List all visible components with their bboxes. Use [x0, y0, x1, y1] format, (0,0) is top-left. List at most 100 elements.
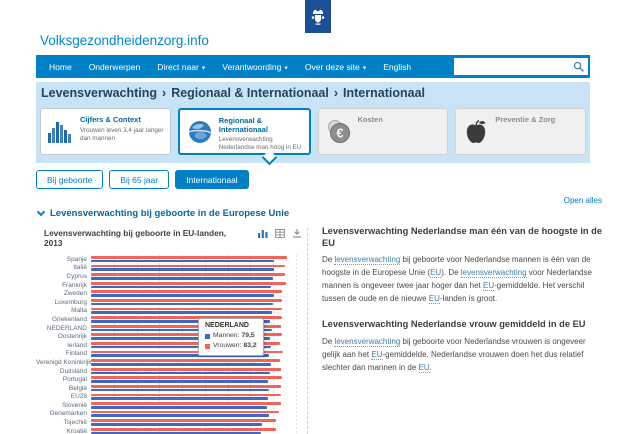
chart-bar-pair[interactable]	[91, 393, 296, 400]
chart-bar-pair[interactable]	[91, 350, 296, 358]
bar-mannen[interactable]	[91, 431, 261, 434]
chart-bar-pair[interactable]	[91, 427, 296, 434]
nav-item-over-deze-site[interactable]: Over deze site ▾	[304, 61, 367, 72]
bar-mannen[interactable]	[91, 328, 273, 332]
bar-mannen[interactable]	[91, 354, 269, 358]
glossary-link[interactable]: EU	[428, 293, 440, 304]
bar-mannen[interactable]	[91, 380, 268, 383]
nav-item-verantwoording[interactable]: Verantwoording ▾	[222, 61, 288, 72]
bar-mannen[interactable]	[91, 337, 271, 340]
bar-mannen[interactable]	[91, 319, 271, 323]
bar-mannen[interactable]	[91, 285, 271, 289]
chart-bar-pair[interactable]	[91, 376, 296, 383]
table-view-icon[interactable]	[274, 228, 285, 238]
filter-tab-bij-65-jaar[interactable]: Bij 65 jaar	[109, 170, 170, 189]
bar-vrouwen[interactable]	[91, 324, 281, 328]
article-heading: Levensverwachting Nederlandse man één va…	[322, 226, 603, 248]
nav-item-english[interactable]: English	[383, 61, 412, 72]
chart-bar-pair[interactable]	[91, 264, 296, 272]
bar-vrouwen[interactable]	[91, 273, 285, 276]
chart-bar-pair[interactable]	[91, 290, 296, 297]
filter-tab-bij-geboorte[interactable]: Bij geboorte	[36, 170, 104, 189]
bar-vrouwen[interactable]	[91, 290, 282, 294]
bar-mannen[interactable]	[91, 345, 271, 349]
chart-bar-pair[interactable]	[91, 385, 296, 392]
bar-mannen[interactable]	[91, 259, 274, 263]
bar-mannen[interactable]	[91, 302, 273, 306]
glossary-link[interactable]: EU	[430, 268, 442, 279]
bar-mannen[interactable]	[91, 294, 274, 297]
chart-bar-pair[interactable]	[91, 307, 296, 315]
chart-category-label: Spanje	[66, 255, 87, 263]
site-title[interactable]: Volksgezondheidenzorg.info	[40, 33, 209, 48]
tab-card-regionaal-internationaal[interactable]: Regionaal & Internationaal Levensverwacht…	[177, 108, 311, 155]
bar-mannen[interactable]	[91, 405, 267, 409]
chart-bar-pair[interactable]	[91, 367, 296, 375]
glossary-link[interactable]: levensverwachting	[460, 268, 527, 279]
bar-mannen[interactable]	[91, 362, 272, 366]
tab-card-cijfers-context[interactable]: Cijfers & Context Vrouwen leven 3,4 jaar …	[40, 108, 171, 155]
chart-bar-pair[interactable]	[91, 324, 296, 332]
nav-item-direct-naar[interactable]: Direct naar ▾	[157, 61, 206, 72]
bar-vrouwen[interactable]	[91, 281, 286, 285]
nav-item-onderwerpen[interactable]: Onderwerpen	[88, 61, 141, 72]
bar-mannen[interactable]	[91, 414, 270, 418]
open-alles-link[interactable]: Open alles	[563, 196, 602, 205]
bar-vrouwen[interactable]	[91, 307, 283, 311]
tooltip-rows: Mannen: 79,5 Vrouwen: 83,2	[205, 331, 257, 351]
bar-vrouwen[interactable]	[91, 385, 281, 388]
bar-vrouwen[interactable]	[91, 402, 282, 405]
bar-vrouwen[interactable]	[91, 410, 279, 414]
tab-card-preventie-zorg[interactable]: Preventie & Zorg	[455, 108, 586, 155]
glossary-link[interactable]: EU	[418, 362, 430, 373]
card-title: Kosten	[357, 115, 383, 124]
bar-vrouwen[interactable]	[91, 256, 288, 259]
chart-type-icon[interactable]	[257, 228, 268, 238]
bar-vrouwen[interactable]	[91, 316, 283, 319]
bar-vrouwen[interactable]	[91, 427, 276, 431]
bar-vrouwen[interactable]	[91, 299, 283, 302]
bar-vrouwen[interactable]	[91, 342, 281, 345]
card-text: Cijfers & Context Vrouwen leven 3,4 jaar …	[76, 112, 165, 143]
bar-vrouwen[interactable]	[91, 359, 280, 362]
bar-vrouwen[interactable]	[91, 350, 283, 354]
bar-vrouwen[interactable]	[91, 393, 281, 397]
section-header[interactable]: Levensverwachting bij geboorte in de Eur…	[36, 207, 289, 219]
filter-tab-internationaal[interactable]: Internationaal	[175, 170, 249, 189]
chart-bar-pair[interactable]	[91, 402, 296, 409]
chart-bar-pair[interactable]	[91, 359, 296, 366]
glossary-link[interactable]: EU	[483, 280, 495, 291]
chart-bar-pair[interactable]	[91, 281, 296, 289]
breadcrumb-item-levensverwachting[interactable]: Levensverwachting	[41, 86, 158, 100]
glossary-link[interactable]: levensverwachting	[334, 337, 401, 348]
chart-bar-pair[interactable]	[91, 316, 296, 323]
glossary-link[interactable]: levensverwachting	[334, 255, 401, 266]
chart-bar-pair[interactable]	[91, 333, 296, 340]
bar-mannen[interactable]	[91, 423, 263, 426]
bar-mannen[interactable]	[91, 311, 273, 315]
chart-bar-pair[interactable]	[91, 273, 296, 280]
bar-vrouwen[interactable]	[91, 367, 281, 371]
chart-bar-pair[interactable]	[91, 256, 296, 263]
hero-band: Levensverwachting › Regionaal & Internatio…	[36, 82, 590, 166]
bar-vrouwen[interactable]	[91, 376, 283, 380]
breadcrumb-item-regionaal-internationaal[interactable]: Regionaal & Internationaal	[171, 86, 329, 100]
bar-mannen[interactable]	[91, 371, 271, 375]
bar-vrouwen[interactable]	[91, 264, 286, 268]
download-icon[interactable]	[291, 228, 302, 238]
chart-bar-pair[interactable]	[91, 299, 296, 306]
bar-vrouwen[interactable]	[91, 419, 277, 423]
chart-bar-pair[interactable]	[91, 410, 296, 418]
chart-bar-pair[interactable]	[91, 342, 296, 349]
bar-vrouwen[interactable]	[91, 333, 282, 337]
chart-bar-pair[interactable]	[91, 419, 296, 426]
glossary-link[interactable]: EU	[371, 349, 383, 360]
search-input[interactable]	[454, 58, 573, 75]
nav-item-home[interactable]: Home	[49, 61, 72, 72]
search-icon[interactable]	[573, 61, 585, 73]
bar-mannen[interactable]	[91, 276, 274, 280]
bar-mannen[interactable]	[91, 388, 269, 392]
bar-mannen[interactable]	[91, 397, 269, 400]
tab-card-kosten[interactable]: € Kosten	[317, 108, 449, 155]
bar-mannen[interactable]	[91, 268, 274, 272]
